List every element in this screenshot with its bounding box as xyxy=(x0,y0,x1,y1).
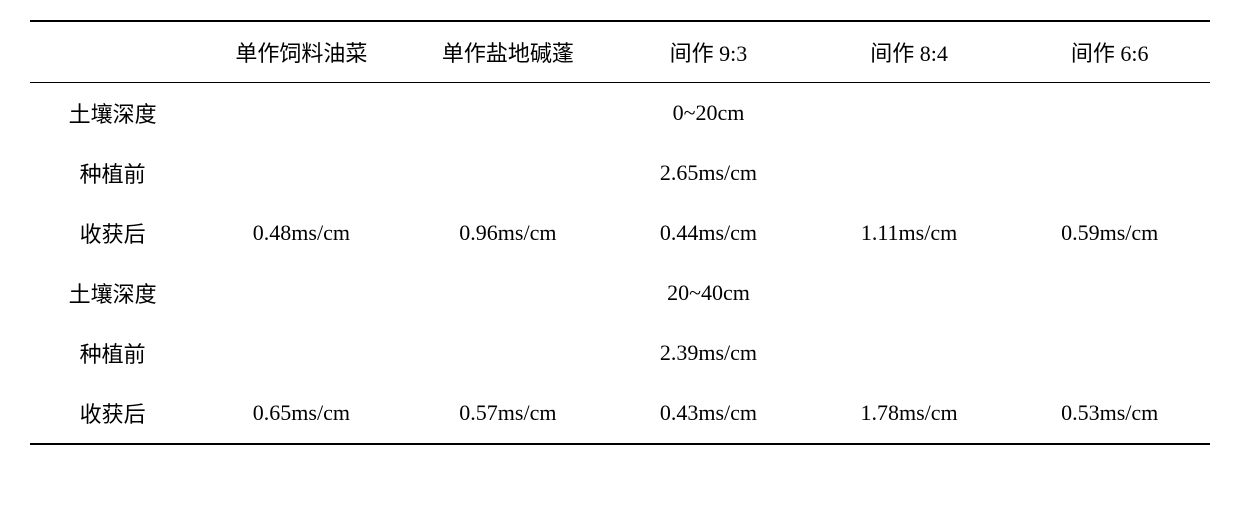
col-header-text: 间作 9:3 xyxy=(670,41,748,66)
cell-inter84-1: 1.11ms/cm xyxy=(809,203,1010,263)
cell-empty xyxy=(195,143,407,203)
cell-before-planting-1: 2.65ms/cm xyxy=(608,143,809,203)
cell-inter93-1: 0.44ms/cm xyxy=(608,203,809,263)
col-header-inter-6-6: 间作 6:6 xyxy=(1009,21,1210,83)
row-label-soil-depth: 土壤深度 xyxy=(30,83,195,144)
cell-inter66-1: 0.59ms/cm xyxy=(1009,203,1210,263)
row-label-before-planting: 种植前 xyxy=(30,323,195,383)
cell-before-planting-2: 2.39ms/cm xyxy=(608,323,809,383)
cell-empty xyxy=(195,323,407,383)
cell-soil-depth-1: 0~20cm xyxy=(608,83,809,144)
col-header-text: 间作 8:4 xyxy=(870,41,948,66)
table-row: 种植前 2.65ms/cm xyxy=(30,143,1210,203)
table-row: 收获后 0.48ms/cm 0.96ms/cm 0.44ms/cm 1.11ms… xyxy=(30,203,1210,263)
col-header-inter-8-4: 间作 8:4 xyxy=(809,21,1010,83)
table-row: 收获后 0.65ms/cm 0.57ms/cm 0.43ms/cm 1.78ms… xyxy=(30,383,1210,444)
col-header-inter-9-3: 间作 9:3 xyxy=(608,21,809,83)
col-header-empty xyxy=(30,21,195,83)
table-header-row: 单作饲料油菜 单作盐地碱蓬 间作 9:3 间作 8:4 间作 6:6 xyxy=(30,21,1210,83)
cell-mono-suaeda-2: 0.57ms/cm xyxy=(408,383,609,444)
cell-mono-suaeda-1: 0.96ms/cm xyxy=(408,203,609,263)
cell-empty xyxy=(408,83,609,144)
cell-empty xyxy=(195,83,407,144)
cell-empty xyxy=(809,323,1010,383)
cell-empty xyxy=(195,263,407,323)
cell-empty xyxy=(809,83,1010,144)
col-header-mono-rape: 单作饲料油菜 xyxy=(195,21,407,83)
soil-ec-table: 单作饲料油菜 单作盐地碱蓬 间作 9:3 间作 8:4 间作 6:6 土壤深度 … xyxy=(30,20,1210,445)
table-row: 土壤深度 0~20cm xyxy=(30,83,1210,144)
row-label-after-harvest: 收获后 xyxy=(30,383,195,444)
cell-inter66-2: 0.53ms/cm xyxy=(1009,383,1210,444)
row-label-after-harvest: 收获后 xyxy=(30,203,195,263)
table-row: 土壤深度 20~40cm xyxy=(30,263,1210,323)
cell-inter93-2: 0.43ms/cm xyxy=(608,383,809,444)
table-row: 种植前 2.39ms/cm xyxy=(30,323,1210,383)
cell-inter84-2: 1.78ms/cm xyxy=(809,383,1010,444)
cell-mono-rape-1: 0.48ms/cm xyxy=(195,203,407,263)
row-label-before-planting: 种植前 xyxy=(30,143,195,203)
cell-soil-depth-2: 20~40cm xyxy=(608,263,809,323)
col-header-text: 间作 6:6 xyxy=(1071,41,1149,66)
cell-empty xyxy=(809,143,1010,203)
cell-empty xyxy=(408,263,609,323)
cell-empty xyxy=(1009,323,1210,383)
cell-empty xyxy=(1009,143,1210,203)
row-label-soil-depth: 土壤深度 xyxy=(30,263,195,323)
cell-mono-rape-2: 0.65ms/cm xyxy=(195,383,407,444)
cell-empty xyxy=(1009,263,1210,323)
cell-empty xyxy=(809,263,1010,323)
cell-empty xyxy=(408,143,609,203)
col-header-mono-suaeda: 单作盐地碱蓬 xyxy=(408,21,609,83)
cell-empty xyxy=(408,323,609,383)
cell-empty xyxy=(1009,83,1210,144)
